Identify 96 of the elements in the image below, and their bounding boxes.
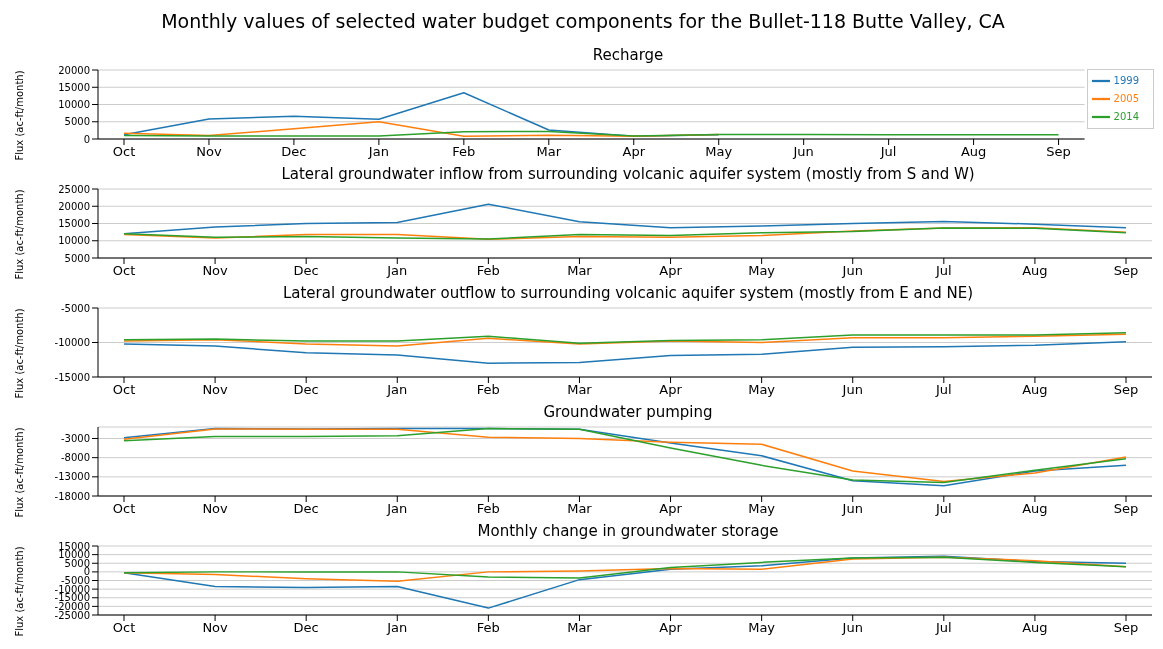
x-tick-label: Apr bbox=[622, 144, 646, 160]
x-tick-label: Mar bbox=[567, 263, 593, 279]
x-tick-label: Dec bbox=[293, 620, 319, 636]
x-tick-label: Mar bbox=[567, 501, 593, 517]
x-tick-label: Dec bbox=[293, 382, 319, 398]
x-tick-label: Aug bbox=[960, 144, 987, 160]
chart-title: Monthly change in groundwater storage bbox=[476, 522, 780, 540]
x-tick-label: Feb bbox=[476, 620, 500, 636]
y-tick-label: -13000 bbox=[54, 471, 90, 483]
y-tick-label: -10000 bbox=[54, 337, 90, 349]
x-tick-label: Aug bbox=[1022, 501, 1048, 517]
y-tick-label: -3000 bbox=[60, 433, 90, 445]
legend-label: 1999 bbox=[1113, 75, 1139, 86]
y-axis-title: Flux (ac-ft/month) bbox=[13, 70, 25, 161]
y-tick-label: 15000 bbox=[58, 81, 90, 93]
y-tick-label: 15000 bbox=[58, 540, 90, 552]
x-tick-label: Mar bbox=[567, 620, 593, 636]
x-tick-label: Sep bbox=[1046, 144, 1071, 160]
x-tick-label: Feb bbox=[452, 144, 476, 160]
x-tick-label: Jun bbox=[841, 382, 863, 398]
x-tick-label: Nov bbox=[202, 501, 229, 517]
x-tick-label: Apr bbox=[659, 263, 683, 279]
line-series bbox=[123, 226, 1127, 241]
x-tick-label: Feb bbox=[476, 263, 500, 279]
x-tick-label: Nov bbox=[202, 382, 229, 398]
x-tick-label: Sep bbox=[1113, 501, 1139, 517]
y-tick-label: -15000 bbox=[54, 371, 90, 383]
x-tick-label: May bbox=[748, 263, 776, 279]
y-tick-label: 15000 bbox=[58, 218, 90, 230]
x-tick-label: Apr bbox=[659, 382, 683, 398]
x-tick-label: Jan bbox=[367, 144, 389, 160]
y-tick-label: 20000 bbox=[58, 64, 90, 76]
y-tick-label: 25000 bbox=[58, 183, 90, 195]
x-tick-label: Mar bbox=[536, 144, 562, 160]
x-tick-label: Oct bbox=[112, 263, 136, 279]
x-tick-label: Dec bbox=[281, 144, 307, 160]
x-tick-label: May bbox=[748, 620, 776, 636]
y-axis-title: Flux (ac-ft/month) bbox=[13, 308, 25, 399]
x-tick-label: Oct bbox=[112, 501, 136, 517]
chart-title: Monthly values of selected water budget components for the Bullet-118 Butte Valley, CA bbox=[160, 9, 1006, 34]
y-tick-label: -18000 bbox=[54, 490, 90, 502]
x-tick-label: Aug bbox=[1022, 263, 1048, 279]
y-tick-label: -25000 bbox=[54, 609, 90, 621]
x-tick-label: Jun bbox=[841, 263, 863, 279]
y-axis-title: Flux (ac-ft/month) bbox=[13, 427, 25, 518]
y-tick-label: 10000 bbox=[58, 235, 90, 247]
x-tick-label: Jun bbox=[792, 144, 814, 160]
x-tick-label: Nov bbox=[202, 263, 229, 279]
x-tick-label: Jan bbox=[386, 620, 408, 636]
y-axis-title: Flux (ac-ft/month) bbox=[13, 189, 25, 280]
x-tick-label: Dec bbox=[293, 263, 319, 279]
y-tick-label: 5000 bbox=[64, 116, 90, 128]
y-axis-title: Flux (ac-ft/month) bbox=[13, 546, 25, 637]
y-tick-label: -8000 bbox=[60, 452, 90, 464]
y-tick-label: 0 bbox=[83, 133, 90, 145]
x-tick-label: Feb bbox=[476, 501, 500, 517]
y-tick-label: 5000 bbox=[64, 252, 90, 264]
y-tick-label: -5000 bbox=[60, 302, 90, 314]
chart-subtitle: Recharge bbox=[591, 46, 665, 64]
chart-title: Groundwater pumping bbox=[542, 403, 714, 421]
x-tick-label: Feb bbox=[476, 382, 500, 398]
chart-title: Lateral groundwater inflow from surrounding volcanic aquifer system (mostly from S and W) bbox=[280, 165, 976, 183]
x-tick-label: Nov bbox=[196, 144, 222, 160]
x-tick-label: Apr bbox=[659, 620, 683, 636]
x-tick-label: Sep bbox=[1113, 263, 1139, 279]
x-tick-label: Jun bbox=[841, 501, 863, 517]
chart-title: Lateral groundwater outflow to surrounding volcanic aquifer system (mostly from E and NE) bbox=[281, 284, 975, 302]
legend-label: 2005 bbox=[1113, 93, 1139, 104]
x-tick-label: Apr bbox=[659, 501, 683, 517]
y-tick-label: 20000 bbox=[58, 200, 90, 212]
legend-label: 2014 bbox=[1113, 111, 1139, 122]
x-tick-label: Jul bbox=[934, 501, 952, 517]
x-tick-label: Jul bbox=[934, 382, 952, 398]
x-tick-label: Aug bbox=[1022, 382, 1048, 398]
x-tick-label: Dec bbox=[293, 501, 319, 517]
x-tick-label: Jan bbox=[386, 263, 408, 279]
y-tick-label: 0 bbox=[83, 566, 90, 578]
x-tick-label: Sep bbox=[1113, 382, 1139, 398]
x-tick-label: Nov bbox=[202, 620, 229, 636]
x-tick-label: May bbox=[748, 501, 776, 517]
x-tick-label: Jun bbox=[841, 620, 863, 636]
x-tick-label: Jul bbox=[879, 144, 897, 160]
y-tick-label: 10000 bbox=[58, 99, 90, 111]
x-tick-label: Jan bbox=[386, 382, 408, 398]
x-tick-label: Oct bbox=[112, 382, 136, 398]
x-tick-label: Oct bbox=[112, 144, 136, 160]
x-tick-label: Sep bbox=[1113, 620, 1139, 636]
x-tick-label: Jan bbox=[386, 501, 408, 517]
x-tick-label: Jul bbox=[934, 620, 952, 636]
x-tick-label: Jul bbox=[934, 263, 952, 279]
x-tick-label: Mar bbox=[567, 382, 593, 398]
x-tick-label: May bbox=[705, 144, 733, 160]
x-tick-label: Aug bbox=[1022, 620, 1048, 636]
x-tick-label: Oct bbox=[112, 620, 136, 636]
x-tick-label: May bbox=[748, 382, 776, 398]
line-series bbox=[123, 341, 1127, 364]
